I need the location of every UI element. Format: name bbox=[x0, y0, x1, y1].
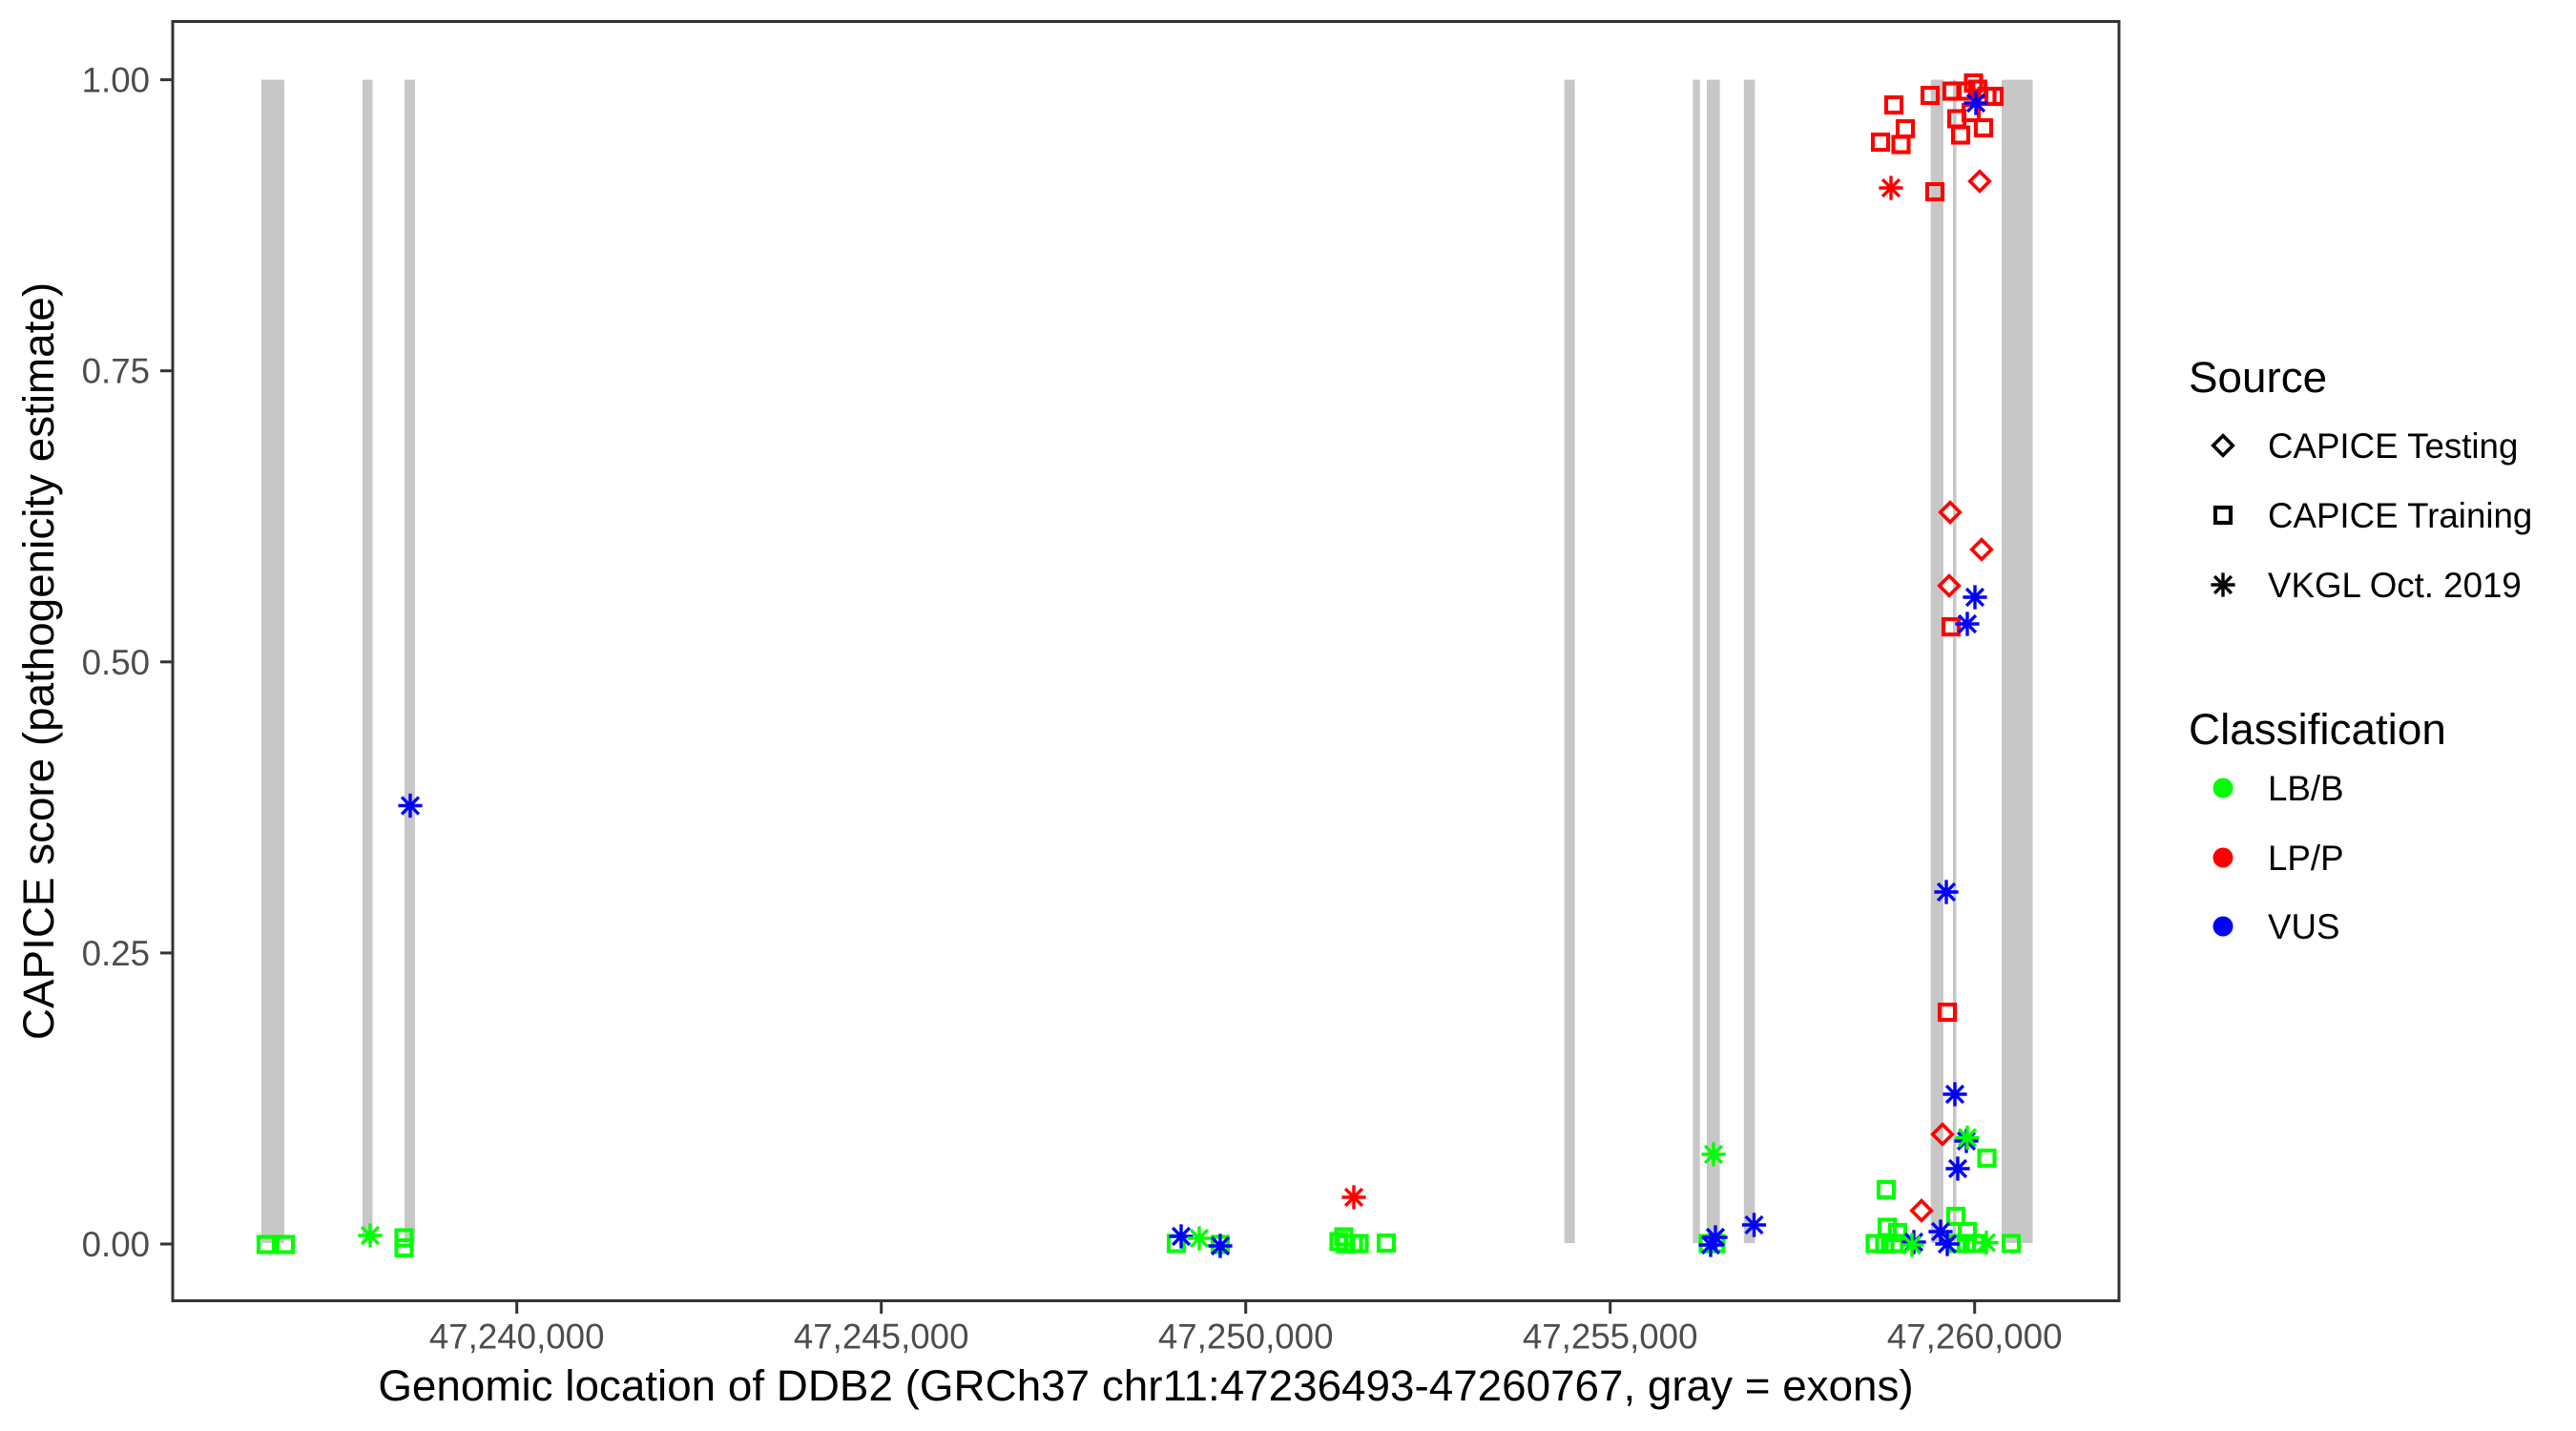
svg-text:0.00: 0.00 bbox=[82, 1225, 150, 1264]
svg-text:47,250,000: 47,250,000 bbox=[1158, 1317, 1334, 1357]
svg-text:0.25: 0.25 bbox=[82, 934, 150, 973]
svg-text:CAPICE Testing: CAPICE Testing bbox=[2268, 426, 2518, 466]
svg-text:47,240,000: 47,240,000 bbox=[429, 1317, 605, 1357]
svg-text:Source: Source bbox=[2189, 353, 2327, 402]
svg-text:CAPICE score (pathogenicity es: CAPICE score (pathogenicity estimate) bbox=[14, 282, 63, 1040]
svg-text:0.50: 0.50 bbox=[82, 643, 150, 682]
svg-text:VKGL Oct. 2019: VKGL Oct. 2019 bbox=[2268, 566, 2522, 605]
svg-text:Classification: Classification bbox=[2189, 705, 2446, 754]
svg-text:1.00: 1.00 bbox=[82, 61, 150, 100]
svg-text:LP/P: LP/P bbox=[2268, 839, 2344, 878]
svg-text:CAPICE Training: CAPICE Training bbox=[2268, 496, 2532, 535]
svg-text:47,255,000: 47,255,000 bbox=[1523, 1317, 1698, 1357]
svg-text:LB/B: LB/B bbox=[2268, 769, 2344, 808]
svg-text:Genomic location of DDB2 (GRCh: Genomic location of DDB2 (GRCh37 chr11:4… bbox=[378, 1361, 1913, 1410]
svg-text:47,260,000: 47,260,000 bbox=[1887, 1317, 2063, 1357]
svg-text:47,245,000: 47,245,000 bbox=[794, 1317, 969, 1357]
svg-text:0.75: 0.75 bbox=[82, 352, 150, 391]
svg-text:VUS: VUS bbox=[2268, 907, 2339, 946]
